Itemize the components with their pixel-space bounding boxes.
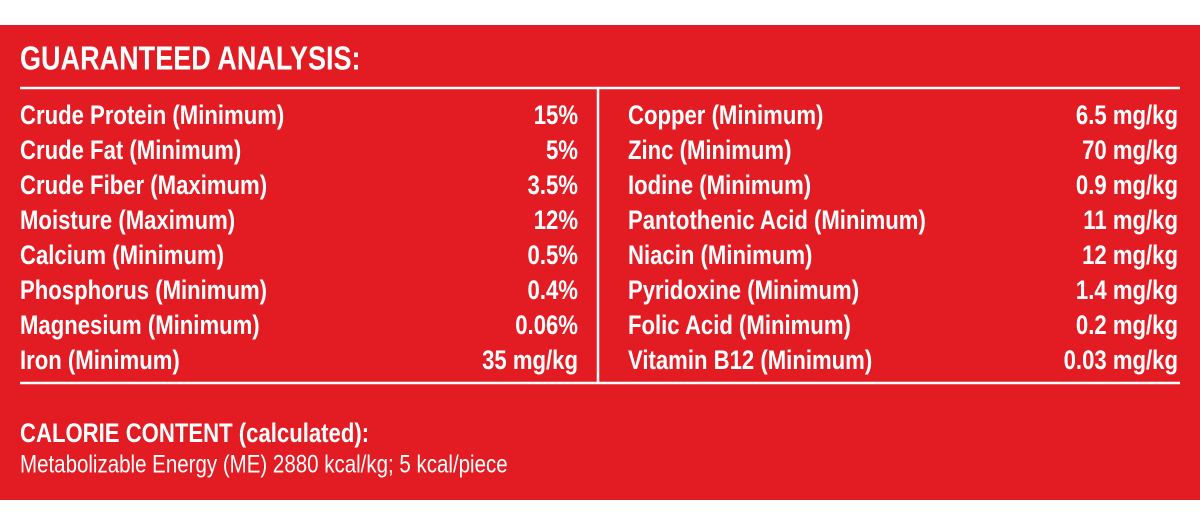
nutrient-value: 0.2 mg/kg	[1076, 311, 1178, 341]
nutrient-label: Pyridoxine (Minimum)	[628, 276, 859, 306]
nutrient-label: Niacin (Minimum)	[628, 241, 812, 271]
nutrient-value: 0.06%	[515, 311, 578, 341]
nutrient-value: 6.5 mg/kg	[1076, 101, 1178, 131]
nutrient-value: 70 mg/kg	[1082, 136, 1178, 166]
nutrient-label: Copper (Minimum)	[628, 101, 823, 131]
nutrient-label: Crude Fiber (Maximum)	[20, 171, 267, 201]
nutrient-value: 35 mg/kg	[482, 346, 578, 376]
nutrient-value: 12%	[534, 206, 578, 236]
nutrient-value: 0.9 mg/kg	[1076, 171, 1178, 201]
title: GUARANTEED ANALYSIS:	[20, 41, 361, 77]
nutrient-label: Calcium (Minimum)	[20, 241, 224, 271]
nutrient-label: Zinc (Minimum)	[628, 136, 791, 166]
nutrient-value: 15%	[534, 101, 578, 131]
nutrient-label: Iodine (Minimum)	[628, 171, 811, 201]
nutrient-value: 3.5%	[528, 171, 578, 201]
red-panel	[0, 25, 1200, 500]
nutrient-label: Magnesium (Minimum)	[20, 311, 260, 341]
nutrient-label: Iron (Minimum)	[20, 346, 180, 376]
nutrient-value: 0.5%	[528, 241, 578, 271]
calorie-heading: CALORIE CONTENT (calculated):	[20, 419, 369, 449]
nutrient-value: 0.03 mg/kg	[1064, 346, 1178, 376]
nutrient-label: Folic Acid (Minimum)	[628, 311, 851, 341]
nutrient-label: Phosphorus (Minimum)	[20, 276, 267, 306]
calorie-text: Metabolizable Energy (ME) 2880 kcal/kg; …	[20, 450, 508, 478]
nutrient-label: Vitamin B12 (Minimum)	[628, 346, 872, 376]
content: GUARANTEED ANALYSIS: CALORIE CONTENT (ca…	[20, 41, 1178, 478]
nutrient-label: Crude Fat (Minimum)	[20, 136, 241, 166]
nutrient-value: 11 mg/kg	[1083, 206, 1178, 236]
nutrient-value: 0.4%	[528, 276, 578, 306]
nutrient-value: 1.4 mg/kg	[1076, 276, 1178, 306]
nutrient-value: 12 mg/kg	[1082, 241, 1178, 271]
nutrient-value: 5%	[546, 136, 578, 166]
nutrient-label: Crude Protein (Minimum)	[20, 101, 284, 131]
nutrient-label: Pantothenic Acid (Minimum)	[628, 206, 926, 236]
nutrient-label: Moisture (Maximum)	[20, 206, 235, 236]
